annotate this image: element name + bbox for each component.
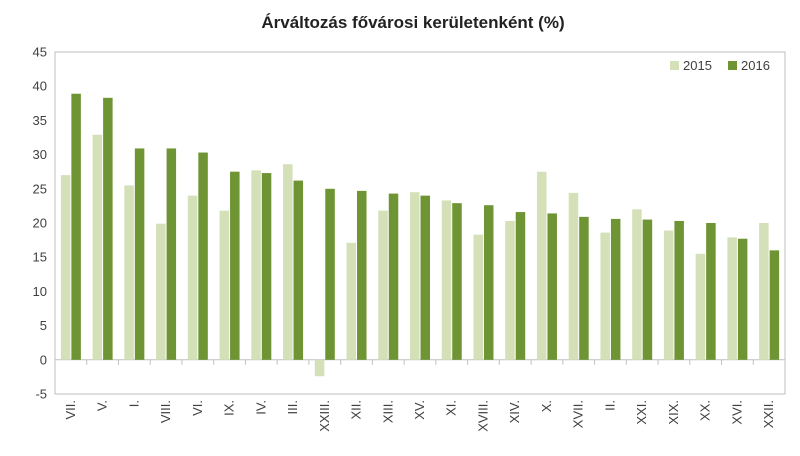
- bar-2015-XVI: [727, 237, 737, 360]
- y-tick-label: 20: [33, 216, 47, 231]
- bar-2015-X: [536, 171, 547, 360]
- x-tick-label: XX.: [698, 400, 713, 421]
- legend-swatch-2016: [728, 61, 737, 70]
- bar-2016-XXI: [642, 219, 653, 360]
- y-tick-label: 45: [33, 45, 47, 60]
- bar-2016-XX: [706, 223, 716, 360]
- x-tick-label: VI.: [190, 400, 205, 416]
- bar-2015-XXII: [759, 223, 769, 360]
- plot-area-border: [54, 51, 786, 395]
- bar-2016-XVI: [737, 238, 748, 360]
- bar-2015-XX: [695, 253, 706, 360]
- chart-title: Árváltozás fővárosi kerületenként (%): [261, 13, 564, 32]
- bar-2016-XIII: [388, 193, 399, 360]
- x-tick-label: XIII.: [380, 400, 395, 423]
- bars: [60, 93, 780, 377]
- bar-2016-IX: [230, 171, 240, 360]
- bar-2016-I: [134, 148, 145, 360]
- bar-2015-XV: [410, 192, 420, 360]
- bar-2015-IV: [251, 170, 261, 360]
- y-tick-label: 40: [33, 79, 47, 94]
- y-tick-label: -5: [35, 387, 47, 402]
- x-tick-label: V.: [95, 400, 110, 411]
- x-axis: VII. V. I. VIII. VI. IX. IV. III. XXIII. XII. XIII…: [54, 359, 786, 432]
- bar-2016-II: [610, 218, 621, 360]
- bar-2016-XVIII: [483, 205, 494, 360]
- x-tick-label: IV.: [253, 400, 268, 415]
- bar-2015-IX: [219, 210, 230, 360]
- bar-2016-V: [103, 97, 113, 360]
- bar-2015-XIX: [663, 230, 674, 360]
- bar-2016-XVII: [579, 216, 589, 360]
- bar-2015-XXIII: [314, 359, 325, 377]
- bar-2016-XIX: [674, 220, 684, 360]
- y-tick-label: 15: [33, 250, 47, 265]
- x-tick-label: XIX.: [666, 400, 681, 425]
- bar-2015-XIII: [378, 210, 388, 360]
- y-tick-label: 30: [33, 147, 47, 162]
- bar-2016-VII: [71, 93, 81, 360]
- x-tick-label: III.: [285, 400, 300, 414]
- bar-2015-XXI: [632, 209, 642, 360]
- bar-2015-XVII: [568, 192, 579, 360]
- x-tick-label: XI.: [444, 400, 459, 416]
- bar-2015-XII: [346, 242, 357, 360]
- bar-2016-XXIII: [325, 188, 335, 360]
- y-tick-label: 5: [40, 318, 47, 333]
- x-tick-label: XVIII.: [475, 400, 490, 432]
- x-tick-label: XV.: [412, 400, 427, 420]
- legend-swatch-2015: [670, 61, 679, 70]
- x-tick-label: XXIII.: [317, 400, 332, 432]
- x-tick-label: VII.: [63, 400, 78, 420]
- bar-2015-VII: [60, 175, 71, 360]
- y-tick-label: 35: [33, 113, 47, 128]
- bar-2016-XXII: [769, 250, 780, 360]
- x-tick-label: XVI.: [729, 400, 744, 425]
- legend-label-2016: 2016: [741, 58, 770, 73]
- y-tick-label: 0: [40, 352, 47, 367]
- bar-2016-X: [547, 213, 557, 360]
- x-tick-label: I.: [126, 400, 141, 407]
- x-tick-label: II.: [602, 400, 617, 411]
- bar-2015-XI: [441, 200, 452, 360]
- y-axis: -5 0 5 10 15 20 25 30 35 40 45: [33, 45, 786, 402]
- bar-2015-V: [92, 134, 103, 360]
- bar-2015-VIII: [156, 223, 166, 360]
- bar-2016-III: [293, 180, 304, 360]
- bar-2015-I: [124, 185, 134, 360]
- x-tick-label: IX.: [222, 400, 237, 416]
- legend-label-2015: 2015: [683, 58, 712, 73]
- bar-2016-XII: [357, 190, 367, 360]
- y-tick-label: 25: [33, 181, 47, 196]
- x-tick-label: VIII.: [158, 400, 173, 423]
- bar-2015-III: [283, 164, 293, 360]
- bar-2015-XIV: [505, 220, 515, 360]
- y-tick-label: 10: [33, 284, 47, 299]
- bar-2015-VI: [187, 195, 198, 360]
- legend: 2015 2016: [670, 58, 770, 73]
- x-tick-label: X.: [539, 400, 554, 412]
- bar-2016-VI: [198, 152, 208, 360]
- bar-2016-XIV: [515, 212, 526, 360]
- x-tick-label: XXII.: [761, 400, 776, 428]
- bar-2015-XVIII: [473, 234, 483, 360]
- bar-2016-IV: [261, 173, 272, 360]
- x-tick-label: XVII.: [571, 400, 586, 428]
- x-tick-label: XIV.: [507, 400, 522, 423]
- bar-2015-II: [600, 232, 610, 360]
- bar-2016-XV: [420, 195, 430, 360]
- x-tick-label: XXI.: [634, 400, 649, 425]
- bar-2016-VIII: [166, 148, 177, 360]
- bar-2016-XI: [452, 203, 462, 360]
- x-tick-label: XII.: [349, 400, 364, 420]
